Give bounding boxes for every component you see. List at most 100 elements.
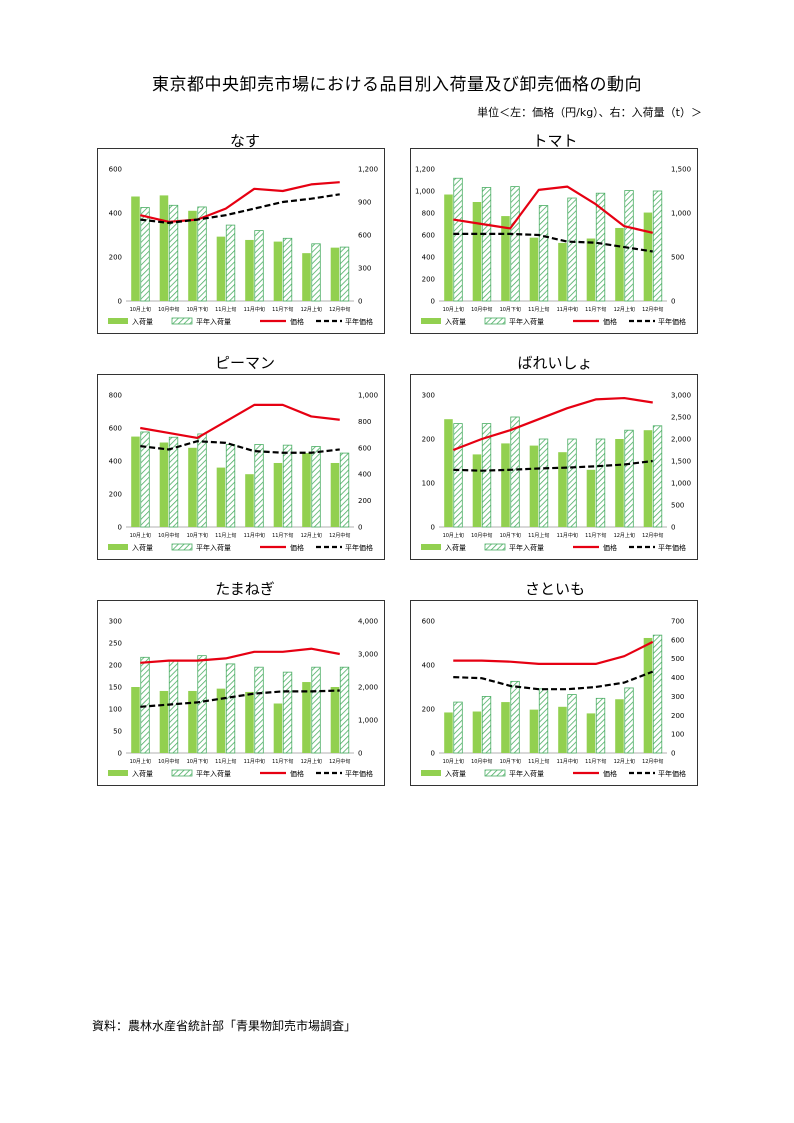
right-tick-label: 400: [671, 674, 684, 682]
bar-volume: [188, 447, 197, 527]
legend-label-volume: 入荷量: [445, 317, 466, 326]
right-tick-label: 0: [671, 524, 675, 532]
unit-note: 単位＜左：価格（円/kg）、右：入荷量（t）＞: [477, 106, 702, 119]
bar-normal-volume: [254, 666, 264, 754]
bar-volume: [330, 687, 340, 753]
bar-normal-volume: [140, 207, 150, 302]
category-label: 10月中旬: [471, 532, 492, 539]
right-tick-label: 1,000: [671, 480, 691, 488]
chart-title-nasu: なす: [229, 132, 260, 150]
category-label: 10月中旬: [158, 306, 179, 313]
category-label: 10月下旬: [500, 306, 521, 313]
bar-volume: [273, 703, 283, 753]
chart-svg-bareisho: 0 100 200 300 0 500 1,000 1,500 2,000 2,500 3,000 1…: [421, 392, 691, 552]
line-price: [140, 403, 340, 440]
line-normal-price: [140, 689, 340, 708]
bar-volume: [216, 467, 226, 527]
bar-volume: [472, 202, 482, 301]
left-tick-label: 200: [422, 276, 435, 284]
category-label: 10月上旬: [443, 758, 464, 765]
right-tick-label: 1,500: [671, 166, 691, 174]
bar-volume: [330, 247, 340, 301]
left-tick-label: 300: [422, 392, 435, 400]
legend-label-price: 価格: [603, 543, 617, 552]
bar-volume: [131, 196, 140, 301]
legend-label-volume: 入荷量: [445, 769, 466, 778]
right-tick-label: 500: [671, 655, 684, 663]
bar-normal-volume: [453, 423, 463, 528]
category-label: 11月中旬: [244, 758, 265, 765]
bar-normal-volume: [481, 696, 492, 754]
left-tick-label: 600: [422, 232, 435, 240]
bar-normal-volume: [595, 192, 606, 302]
right-tick-label: 3,000: [358, 651, 378, 659]
legend-label-price: 価格: [290, 543, 304, 552]
bar-normal-volume: [311, 446, 321, 528]
right-tick-label: 3,000: [671, 392, 691, 400]
legend-label-normal-volume: 平年入荷量: [196, 769, 231, 778]
left-tick-label: 0: [431, 298, 435, 306]
bar-volume: [529, 237, 539, 301]
right-tick-label: 600: [671, 636, 684, 644]
right-tick-label: 2,000: [358, 684, 378, 692]
left-tick-label: 600: [422, 618, 435, 626]
chart-piman: 0 200 400 600 800 0 200 400 600 800 1,000 10月上旬 10月中…: [97, 374, 385, 560]
right-tick-label: 500: [671, 502, 684, 510]
right-tick-label: 300: [358, 265, 371, 273]
right-tick-label: 300: [671, 693, 684, 701]
bar-volume: [159, 690, 169, 753]
left-tick-label: 1,200: [415, 166, 435, 174]
bar-volume: [302, 682, 311, 753]
bar-volume: [643, 430, 653, 527]
category-label: 11月中旬: [557, 306, 578, 313]
line-price: [453, 185, 653, 234]
chart-title-piman: ピーマン: [214, 354, 275, 372]
bar-normal-volume: [624, 190, 634, 302]
right-tick-label: 0: [358, 750, 362, 758]
left-tick-label: 400: [109, 458, 122, 466]
right-tick-label: 0: [358, 298, 362, 306]
bar-normal-volume: [652, 425, 663, 528]
left-tick-label: 0: [431, 750, 435, 758]
bar-volume: [444, 419, 453, 527]
right-tick-label: 800: [358, 418, 371, 426]
bar-normal-volume: [652, 190, 663, 302]
category-label: 10月中旬: [158, 532, 179, 539]
category-label: 12月中旬: [642, 532, 663, 539]
legend-swatch-volume: [108, 770, 128, 776]
category-label: 12月上旬: [301, 306, 322, 313]
left-tick-label: 200: [109, 254, 122, 262]
bar-volume: [643, 637, 653, 753]
right-tick-label: 0: [358, 524, 362, 532]
category-label: 10月下旬: [187, 532, 208, 539]
legend-swatch-volume: [421, 544, 441, 550]
bar-volume: [216, 236, 226, 301]
category-label: 10月上旬: [443, 306, 464, 313]
legend-swatch-normal-volume: [171, 769, 193, 777]
bar-normal-volume: [282, 671, 293, 754]
page-title: 東京都中央卸売市場における品目別入荷量及び卸売価格の動向: [152, 75, 642, 95]
left-tick-label: 600: [109, 425, 122, 433]
bar-volume: [273, 462, 283, 527]
left-tick-label: 150: [109, 684, 122, 692]
chart-tamanegi: 0 50 100 150 200 250 300 0 1,000 2,000 3,000 4,000 1…: [97, 600, 385, 786]
category-label: 10月中旬: [471, 758, 492, 765]
legend-label-normal-volume: 平年入荷量: [509, 769, 544, 778]
category-label: 11月上旬: [528, 758, 549, 765]
category-label: 11月上旬: [215, 306, 236, 313]
category-label: 12月上旬: [614, 758, 635, 765]
category-label: 12月上旬: [614, 306, 635, 313]
bar-normal-volume: [624, 429, 634, 528]
right-tick-label: 500: [671, 254, 684, 262]
left-tick-label: 1,000: [415, 188, 435, 196]
right-tick-label: 600: [358, 232, 371, 240]
legend-label-normal-price: 平年価格: [345, 769, 373, 778]
right-tick-label: 0: [671, 750, 675, 758]
line-normal-price: [453, 232, 653, 253]
legend-label-price: 価格: [603, 769, 617, 778]
chart-tomato: 0 200 400 600 800 1,000 1,200 0 500 1,000 1,500 10月…: [410, 148, 698, 334]
bar-normal-volume: [567, 197, 577, 302]
right-tick-label: 2,000: [671, 436, 691, 444]
chart-nasu: 0 200 400 600 0 300 600 900 1,200 10月上旬 10月中旬 10月下旬…: [97, 148, 385, 334]
bar-volume: [245, 239, 254, 301]
